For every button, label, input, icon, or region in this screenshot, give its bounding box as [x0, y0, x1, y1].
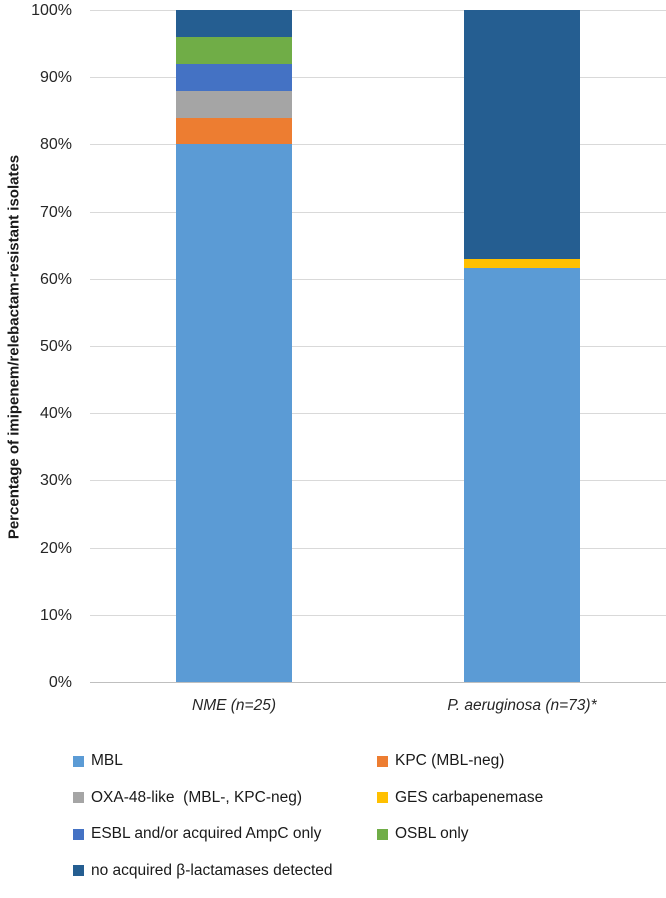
legend-item: no acquired β-lactamases detected [73, 862, 333, 880]
legend-item: GES carbapenemase [377, 789, 543, 807]
legend-row: no acquired β-lactamases detected [73, 862, 653, 898]
y-tick-label: 10% [0, 607, 72, 625]
bar-segment [176, 37, 292, 64]
plot-area [90, 11, 666, 683]
x-category-label: NME (n=25) [84, 697, 384, 715]
bar-segment [176, 91, 292, 118]
bar-segment [176, 118, 292, 145]
y-tick-label: 80% [0, 136, 72, 154]
legend-swatch-icon [73, 756, 84, 767]
y-tick-label: 60% [0, 271, 72, 289]
bar-segment [176, 64, 292, 91]
y-tick-label: 100% [0, 2, 72, 20]
legend-swatch-icon [73, 792, 84, 803]
y-tick-label: 90% [0, 69, 72, 87]
bar-segment [176, 10, 292, 37]
x-axis-line [90, 682, 666, 683]
legend-swatch-icon [73, 865, 84, 876]
bar-p-aeruginosa [464, 10, 580, 682]
legend-item: OSBL only [377, 825, 469, 843]
legend-swatch-icon [73, 829, 84, 840]
legend-label: GES carbapenemase [395, 789, 543, 807]
legend-item: OXA-48-like (MBL-, KPC-neg) [73, 789, 302, 807]
y-tick-label: 50% [0, 338, 72, 356]
legend-label: OSBL only [395, 825, 469, 843]
legend-label: OXA-48-like (MBL-, KPC-neg) [91, 789, 302, 807]
legend-item: ESBL and/or acquired AmpC only [73, 825, 321, 843]
bar-segment [464, 10, 580, 259]
y-tick-label: 70% [0, 204, 72, 222]
legend-label: KPC (MBL-neg) [395, 752, 504, 770]
legend-label: ESBL and/or acquired AmpC only [91, 825, 321, 843]
bar-segment [464, 268, 580, 682]
legend-swatch-icon [377, 756, 388, 767]
legend-item: KPC (MBL-neg) [377, 752, 504, 770]
legend: MBL KPC (MBL-neg) OXA-48-like (MBL-, KPC-n… [73, 752, 653, 898]
legend-row: MBL KPC (MBL-neg) [73, 752, 653, 789]
legend-label: no acquired β-lactamases detected [91, 862, 333, 880]
bar-segment [176, 144, 292, 682]
y-tick-label: 40% [0, 405, 72, 423]
bar-segment [464, 259, 580, 268]
legend-row: ESBL and/or acquired AmpC only OSBL only [73, 825, 653, 862]
legend-swatch-icon [377, 829, 388, 840]
y-tick-label: 20% [0, 540, 72, 558]
legend-swatch-icon [377, 792, 388, 803]
bar-nme [176, 10, 292, 682]
legend-item: MBL [73, 752, 123, 770]
y-tick-label: 0% [0, 674, 72, 692]
legend-label: MBL [91, 752, 123, 770]
legend-row: OXA-48-like (MBL-, KPC-neg) GES carbapene… [73, 789, 653, 826]
x-category-label: P. aeruginosa (n=73)* [372, 697, 666, 715]
y-tick-label: 30% [0, 472, 72, 490]
